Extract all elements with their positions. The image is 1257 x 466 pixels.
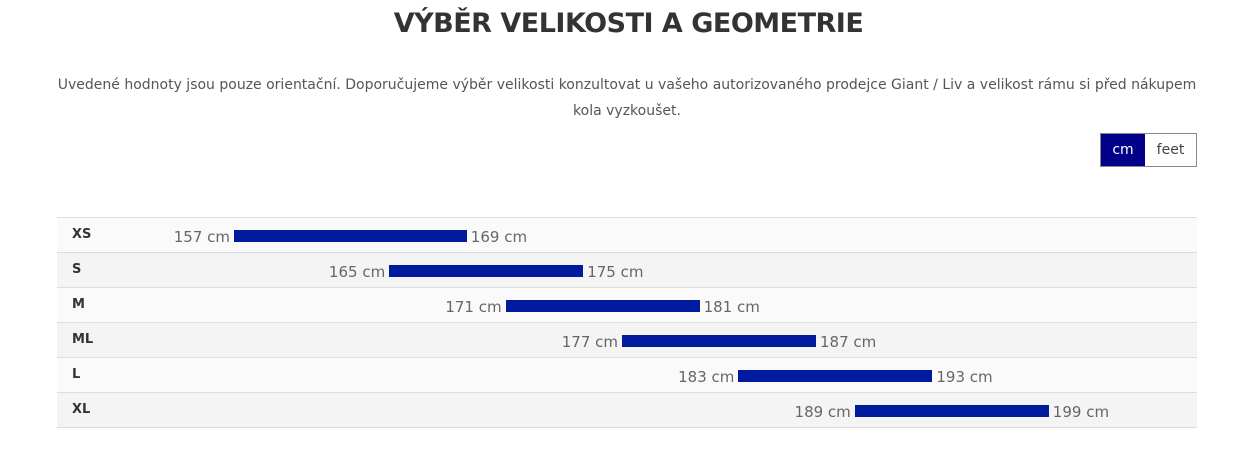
size-row: XL 189 cm 199 cm — [57, 393, 1197, 428]
max-height-label: 169 cm — [470, 228, 528, 246]
size-label: XS — [72, 227, 92, 242]
height-range-bar — [389, 265, 584, 277]
size-row: ML 177 cm 187 cm — [57, 323, 1197, 358]
height-range-bar — [505, 300, 700, 312]
height-range-bar — [622, 335, 816, 347]
height-range-bar — [234, 230, 467, 242]
unit-toggle: cm feet — [1100, 133, 1197, 167]
size-label: M — [72, 297, 85, 312]
size-label: XL — [72, 402, 91, 417]
min-height-label: 165 cm — [328, 263, 386, 281]
size-row: L 183 cm 193 cm — [57, 358, 1197, 393]
size-row: XS 157 cm 169 cm — [57, 218, 1197, 253]
size-label: L — [72, 367, 81, 382]
unit-feet-button[interactable]: feet — [1145, 134, 1196, 166]
size-row: M 171 cm 181 cm — [57, 288, 1197, 323]
page-title: VÝBĚR VELIKOSTI A GEOMETRIE — [393, 8, 864, 39]
size-label: S — [72, 262, 82, 277]
min-height-label: 157 cm — [173, 228, 230, 246]
height-range-bar — [854, 405, 1049, 417]
min-height-label: 183 cm — [678, 368, 735, 386]
min-height-label: 171 cm — [445, 298, 502, 316]
max-height-label: 175 cm — [587, 263, 644, 281]
max-height-label: 199 cm — [1052, 403, 1110, 421]
size-row: S 165 cm 175 cm — [57, 253, 1197, 288]
size-label: ML — [72, 332, 94, 347]
min-height-label: 177 cm — [561, 333, 618, 351]
max-height-label: 193 cm — [936, 368, 993, 386]
height-range-bar — [738, 370, 933, 382]
unit-cm-button[interactable]: cm — [1101, 134, 1145, 166]
min-height-label: 189 cm — [794, 403, 851, 421]
size-table: XS 157 cm 169 cm S 165 cm 175 cm M 171 cm 181 … — [57, 217, 1197, 428]
max-height-label: 181 cm — [703, 298, 760, 316]
intro-text: Uvedené hodnoty jsou pouze orientační. D… — [57, 77, 1197, 119]
max-height-label: 187 cm — [820, 333, 877, 351]
